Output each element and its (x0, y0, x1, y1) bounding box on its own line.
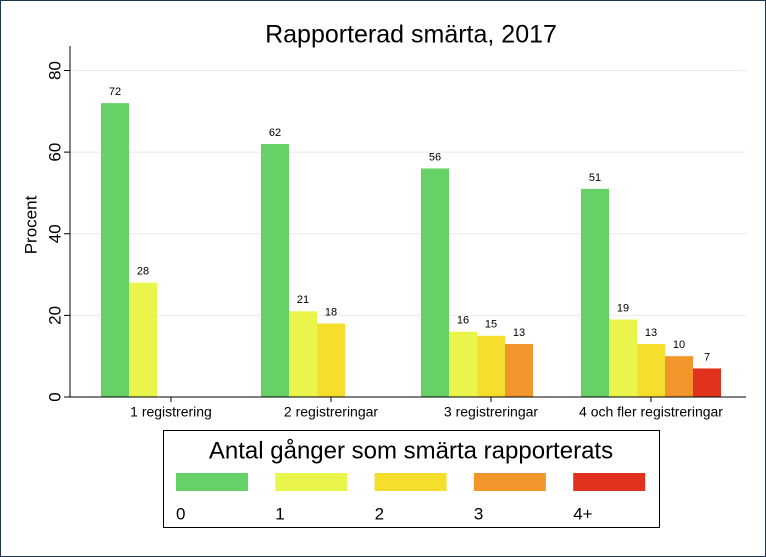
y-tick-label: 40 (45, 224, 64, 243)
bar (505, 343, 533, 397)
x-tick-label: 2 registreringar (284, 404, 378, 420)
bar (581, 188, 609, 397)
legend-swatch (275, 473, 348, 491)
data-label: 21 (297, 294, 309, 306)
chart-title: Rapporterad smärta, 2017 (265, 21, 557, 49)
legend-label: 1 (275, 504, 284, 523)
legend-label: 3 (474, 504, 483, 523)
bar (317, 323, 345, 397)
bar (129, 282, 157, 397)
data-label: 19 (617, 302, 629, 314)
data-label: 15 (485, 319, 497, 331)
bar (609, 319, 637, 397)
bar (261, 143, 289, 397)
y-axis-label: Procent (21, 195, 40, 254)
legend-swatch (573, 473, 646, 491)
legend-swatch (176, 473, 248, 491)
data-label: 18 (325, 306, 337, 318)
data-label: 56 (429, 151, 441, 163)
y-tick-label: 60 (45, 143, 64, 162)
y-tick-label: 0 (45, 392, 64, 401)
bar (289, 311, 317, 397)
bar (101, 103, 129, 398)
bar (637, 343, 665, 397)
legend-swatch (473, 473, 546, 491)
legend-label: 2 (375, 504, 384, 523)
bar (665, 356, 693, 397)
data-label: 16 (457, 315, 469, 327)
bar (421, 168, 449, 397)
data-label: 13 (645, 327, 657, 339)
data-label: 51 (589, 172, 601, 184)
data-label: 72 (109, 86, 121, 98)
x-tick-label: 4 och fler registreringar (579, 404, 723, 420)
data-label: 7 (704, 351, 710, 363)
bar (693, 368, 721, 397)
legend-label: 0 (176, 504, 185, 523)
y-tick-label: 20 (45, 306, 64, 325)
x-tick-label: 3 registreringar (444, 404, 538, 420)
legend-swatch (374, 473, 447, 491)
bar (449, 331, 477, 397)
legend-label: 4+ (573, 504, 592, 523)
y-tick-label: 80 (45, 61, 64, 80)
legend-title: Antal gånger som smärta rapporterats (209, 437, 613, 464)
x-tick-label: 1 registrering (130, 404, 212, 420)
bar (477, 335, 505, 397)
data-label: 62 (269, 127, 281, 139)
data-label: 10 (673, 339, 685, 351)
data-label: 13 (513, 327, 525, 339)
data-label: 28 (137, 266, 149, 278)
